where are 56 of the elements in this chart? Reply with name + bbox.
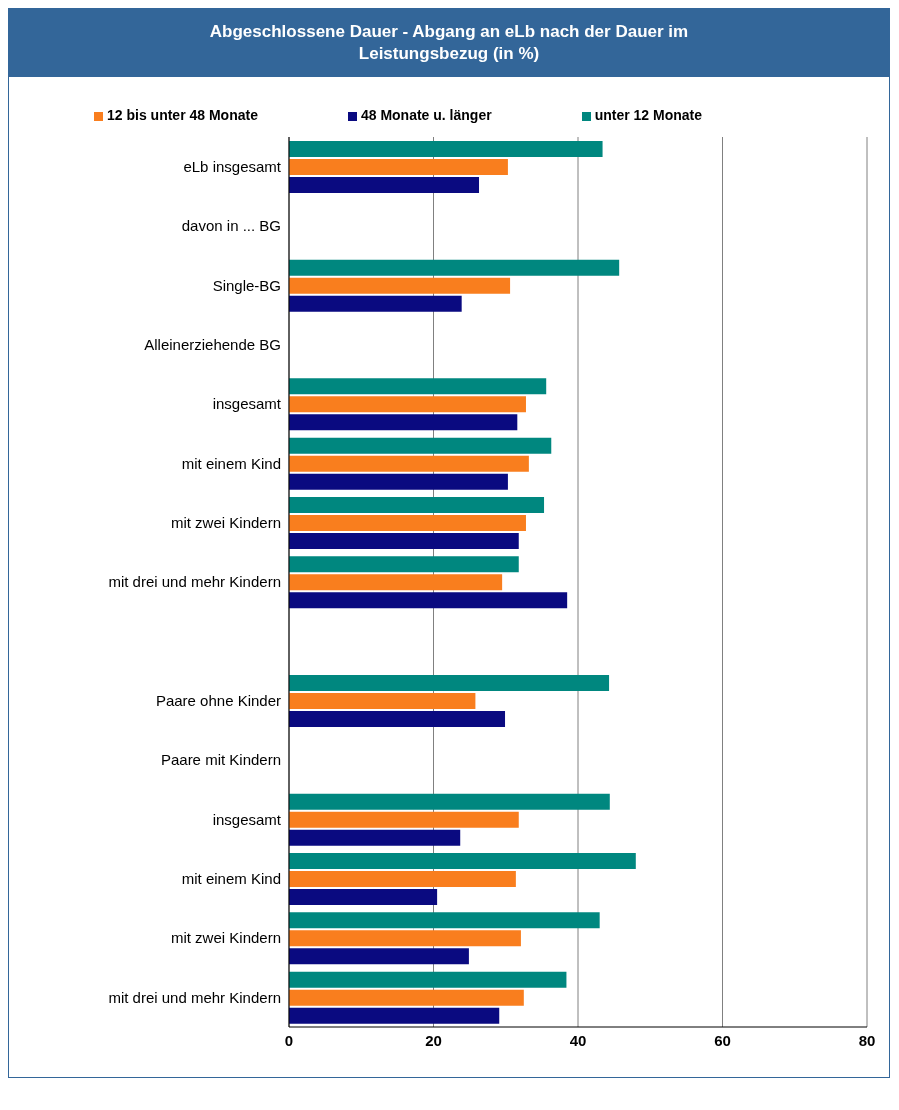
legend-label: 48 Monate u. länger xyxy=(360,107,492,123)
bar xyxy=(289,930,521,947)
bar xyxy=(289,177,480,193)
bar xyxy=(289,853,636,869)
x-tick-label: 20 xyxy=(425,1031,442,1049)
x-tick-label: 60 xyxy=(714,1031,731,1049)
x-tick-label: 40 xyxy=(569,1031,587,1049)
legend-label: 12 bis unter 48 Monate xyxy=(107,107,258,123)
bar xyxy=(289,889,438,905)
bar xyxy=(289,592,568,609)
bar xyxy=(289,948,469,965)
chart-title: Abgeschlossene Dauer - Abgang an eLb nach der Dauer im Leistungsbezug (in %) xyxy=(9,9,889,77)
bar xyxy=(289,473,508,490)
y-tick-label: Paare ohne Kinder xyxy=(155,691,281,709)
y-tick-label: mit zwei Kindern xyxy=(170,513,281,531)
y-tick-label: mit drei und mehr Kindern xyxy=(108,988,281,1006)
bar xyxy=(289,295,462,312)
bar xyxy=(289,277,511,294)
y-tick-label: mit einem Kind xyxy=(181,869,281,887)
bar xyxy=(289,556,519,573)
x-tick-label: 0 xyxy=(284,1031,294,1049)
bar xyxy=(289,711,506,727)
bar xyxy=(289,693,476,709)
y-tick-label: Alleinerziehende BG xyxy=(144,335,281,353)
x-tick-label: 80 xyxy=(858,1031,876,1049)
y-tick-label: Paare mit Kindern xyxy=(160,751,281,769)
bar xyxy=(289,989,524,1006)
bar xyxy=(289,259,620,276)
bar xyxy=(289,159,508,175)
y-tick-label: insgesamt xyxy=(212,395,282,413)
bar xyxy=(289,515,526,531)
y-tick-label: mit einem Kind xyxy=(181,454,281,472)
bar xyxy=(289,141,603,157)
bar xyxy=(289,811,519,828)
bar xyxy=(289,829,461,846)
legend-label: unter 12 Monate xyxy=(594,107,702,123)
y-tick-label: davon in ... BG xyxy=(181,217,281,235)
bar xyxy=(289,414,518,431)
bar xyxy=(289,912,600,929)
y-tick-label: eLb insgesamt xyxy=(183,157,282,175)
y-tick-label: Single-BG xyxy=(212,276,281,294)
y-tick-label: mit zwei Kindern xyxy=(170,929,281,947)
bar xyxy=(289,675,610,691)
bar xyxy=(289,971,567,988)
y-tick-label: mit drei und mehr Kindern xyxy=(108,573,281,591)
y-tick-label: insgesamt xyxy=(212,810,282,828)
bar xyxy=(289,793,610,810)
bar xyxy=(289,1007,500,1024)
bar xyxy=(289,378,547,395)
bar xyxy=(289,396,526,413)
bar xyxy=(289,533,519,549)
bar xyxy=(289,455,529,472)
bar xyxy=(289,871,516,887)
bar xyxy=(289,574,503,591)
bar xyxy=(289,497,545,513)
bar xyxy=(289,437,552,454)
